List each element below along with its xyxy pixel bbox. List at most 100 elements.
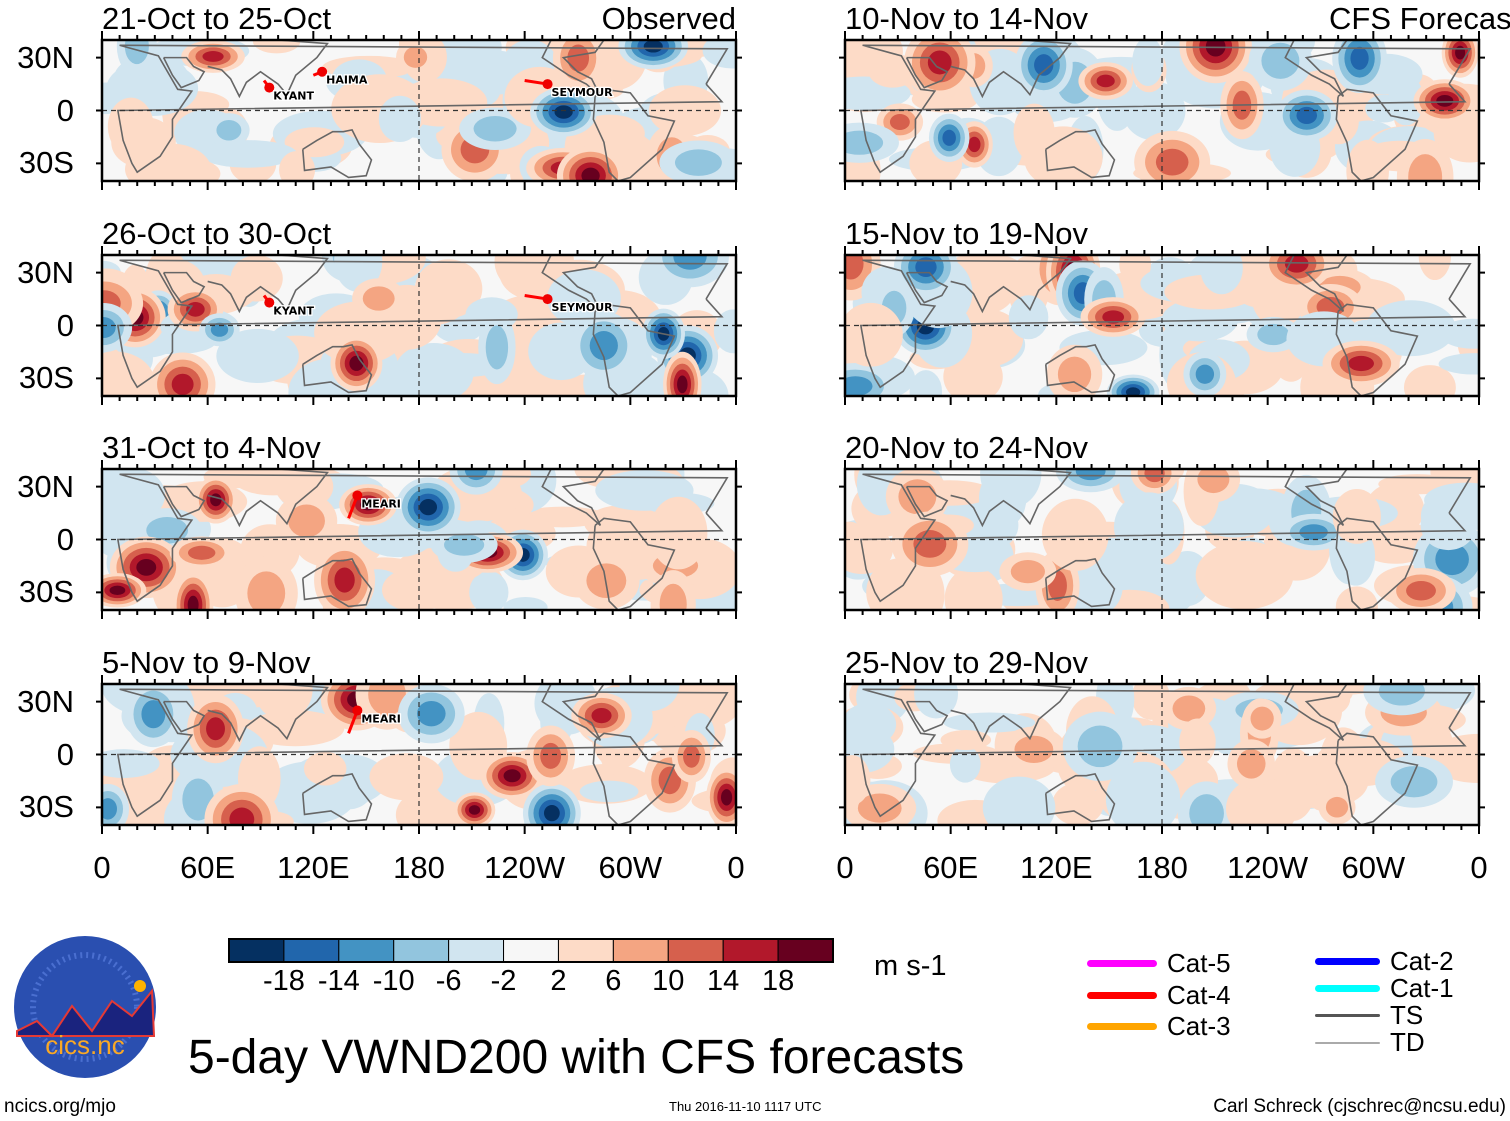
coastline [301,128,373,179]
wind-anomaly-contour [982,776,1056,825]
y-tick-label: 30S [18,789,74,825]
wind-anomaly-contour [1418,255,1452,281]
wind-anomaly-contour [1013,103,1055,162]
wind-anomaly-contour [1439,318,1479,349]
wind-anomaly-contour [649,496,708,570]
coastline [1335,303,1419,396]
storm-legend-item: TS [1315,1000,1423,1031]
colorbar-label: 18 [761,965,795,997]
y-tick-label: 0 [56,307,74,343]
coastline [541,255,605,313]
coastline [207,469,329,528]
wind-anomaly-contour [674,149,722,176]
storm-label: KYANT [273,90,314,103]
wind-anomaly-contour [1102,310,1125,324]
coastline [859,44,1472,174]
hurricane-icon [264,82,275,93]
coastline [1335,517,1419,610]
wind-anomaly-contour [845,40,903,77]
coastline [905,700,949,733]
wind-anomaly-contour [1406,581,1436,601]
wind-anomaly-contour [102,798,117,820]
legend-label: Cat-1 [1390,973,1454,1003]
wind-anomaly-contour [1346,139,1389,181]
y-tick-label: 30S [18,574,74,610]
colorbar-swatch [777,938,834,963]
coastline [301,772,373,823]
wind-anomaly-contour [1236,749,1266,779]
y-tick-label: 30S [18,145,74,181]
coastline [950,255,1072,314]
map-panel [839,246,1485,405]
coastline [950,684,1072,743]
wind-anomaly-contour [1132,40,1164,87]
wind-anomaly-contour [468,805,481,815]
wind-anomaly-contour [171,373,194,396]
colorbar-swatch [448,938,505,963]
colorbar-swatch [503,938,559,963]
coastline [1044,772,1116,823]
panel-title: 15-Nov to 19-Nov [845,216,1088,251]
storm-label: MEARI [361,497,401,510]
wind-anomaly-contour [303,751,347,786]
wind-anomaly-contour [202,51,224,62]
y-tick-label: 30N [17,683,74,719]
wind-anomaly-contour [1195,364,1215,384]
wind-anomaly-contour [334,567,355,593]
wind-anomaly-contour [968,136,981,153]
colorbar-swatch [557,938,614,963]
x-tick-label: 0 [1470,850,1488,885]
wind-anomaly-contour [980,469,1042,508]
wind-anomaly-contour [288,504,325,538]
wind-anomaly-contour [198,140,298,168]
colorbar-label: 14 [707,965,740,997]
wind-anomaly-contour [683,745,700,768]
wind-anomaly-contour [503,769,521,783]
legend-line-swatch [1087,960,1157,967]
wind-anomaly-contour [279,150,316,181]
wind-anomaly-contour [1125,387,1141,396]
storm-legend-item: Cat-3 [1087,1011,1231,1042]
coastline [950,40,1072,99]
coastline [905,485,949,518]
panel-title: 21-Oct to 25-Oct [102,1,332,36]
legend-label: Cat-3 [1167,1011,1231,1041]
wind-anomaly-contour [1455,45,1466,60]
coastline [541,40,605,98]
colorbar-swatch [667,938,724,963]
x-tick-label: 120W [484,850,566,885]
wind-anomaly-contour [567,44,590,72]
x-tick-label: 120W [1227,850,1309,885]
wind-anomaly-contour [210,322,229,337]
wind-anomaly-contour [1197,469,1230,494]
wind-anomaly-contour [464,469,488,481]
wind-anomaly-contour [419,499,438,516]
storm-legend-item: Cat-4 [1087,980,1231,1011]
wind-anomaly-contour [943,712,1036,733]
legend-line-swatch [1087,1023,1157,1030]
wind-anomaly-contour [1296,106,1318,125]
hurricane-icon [264,297,275,308]
wind-anomaly-contour [247,571,286,610]
coastline [592,517,676,610]
x-tick-label: 60E [923,850,979,885]
legend-label: TS [1390,1000,1424,1030]
hurricane-icon [542,294,553,305]
wind-anomaly-contour [1057,356,1092,393]
colorbar-swatch [393,938,450,963]
colorbar-label: 10 [652,965,685,997]
legend-label: Cat-4 [1167,980,1231,1010]
wind-anomaly-contour [1075,469,1106,481]
wind-anomaly-contour [1335,586,1378,610]
wind-anomaly-contour [1408,154,1443,181]
coastline [905,271,949,304]
wind-anomaly-contour [898,479,937,515]
wind-anomaly-contour [246,710,345,747]
wind-anomaly-contour [444,534,485,556]
hurricane-icon [542,79,553,90]
wind-anomaly-contour [677,375,688,394]
wind-anomaly-contour [1247,559,1280,588]
wind-anomaly-contour [1435,543,1469,576]
wind-anomaly-contour [382,567,450,610]
